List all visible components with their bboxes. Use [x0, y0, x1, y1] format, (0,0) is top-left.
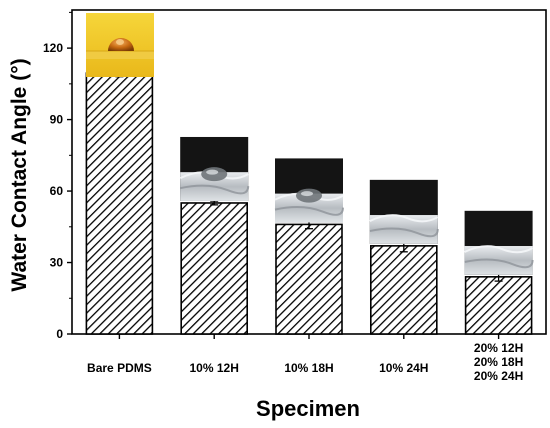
droplet-photo-1 — [86, 13, 154, 77]
bar-3 — [275, 223, 343, 335]
bar-4 — [369, 245, 438, 335]
y-axis-title: Water Contact Angle (°) — [8, 58, 31, 291]
droplet-photo-2 — [179, 136, 250, 201]
bar-5 — [464, 276, 533, 335]
x-tick-label: 20% 24H — [474, 369, 523, 383]
droplet-photo-3 — [274, 158, 344, 223]
bar-1 — [85, 72, 154, 335]
inset-photos — [86, 13, 534, 275]
y-tick-label: 90 — [50, 113, 64, 127]
y-tick-label: 30 — [50, 256, 64, 270]
droplet-photo-5 — [464, 210, 534, 275]
x-tick-label: 10% 24H — [379, 361, 428, 375]
x-tick-label: 20% 18H — [474, 355, 523, 369]
x-tick-label: 20% 12H — [474, 341, 523, 355]
x-axis-title: Specimen — [256, 396, 360, 421]
x-tick-label: 10% 18H — [284, 361, 333, 375]
bar-2 — [180, 202, 248, 335]
x-tick-label: 10% 12H — [190, 361, 239, 375]
y-tick-label: 0 — [56, 327, 63, 341]
droplet-photo-4 — [369, 179, 439, 244]
plot-area: 0 30 60 90 120 Bare PDMS 10% 12H 10% 18H 10% 24H… — [43, 9, 547, 383]
y-tick-label: 60 — [50, 184, 64, 198]
x-tick-label: Bare PDMS — [87, 361, 152, 375]
y-tick-label: 120 — [43, 41, 63, 55]
